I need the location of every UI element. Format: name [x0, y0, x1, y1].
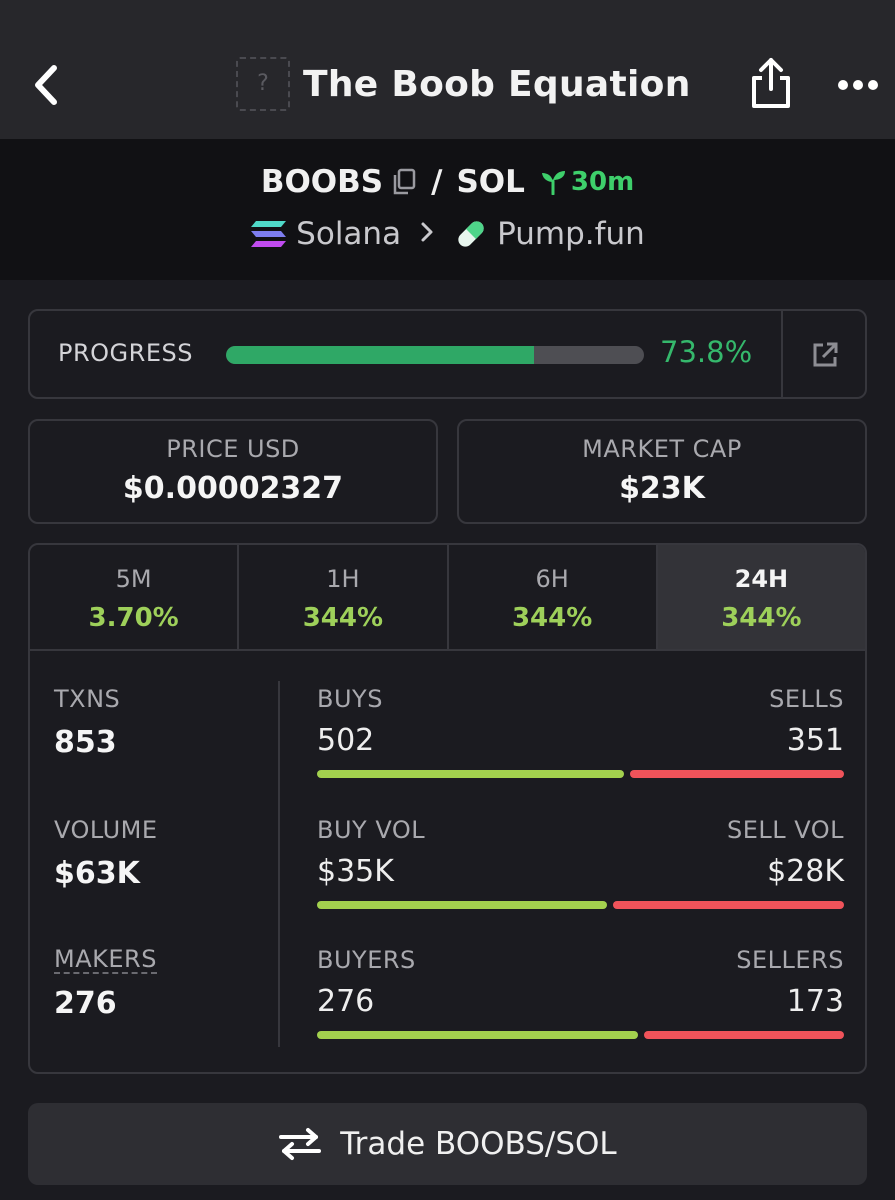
market-cap-label: MARKET CAP — [582, 435, 742, 463]
tab-change: 344% — [511, 603, 593, 633]
column-divider — [278, 681, 280, 1047]
buys-value: 502 — [317, 723, 375, 758]
volume-label: VOLUME — [54, 816, 158, 844]
sell-vol-label: SELL VOL — [726, 816, 844, 844]
volume-value: $63K — [54, 856, 140, 891]
sprout-icon — [541, 171, 565, 195]
base-token-symbol: BOOBS — [260, 164, 384, 200]
makers-bar — [317, 1031, 844, 1039]
sellers-bar — [644, 1031, 844, 1039]
sell-vol-value: $28K — [767, 854, 844, 889]
pair-header: BOOBS / SOL 30m Solana — [0, 139, 895, 280]
sellers-label: SELLERS — [736, 946, 844, 974]
tab-label: 5M — [115, 565, 152, 593]
quote-token-symbol: SOL — [456, 164, 525, 200]
tab-1h[interactable]: 1H 344% — [239, 545, 449, 649]
sellers-value: 173 — [786, 984, 844, 1019]
token-logo-placeholder: ? — [236, 57, 290, 111]
timeframe-tabs: 5M 3.70% 1H 344% 6H 344% 24H 344% — [30, 545, 865, 651]
top-bar: ? The Boob Equation — [0, 0, 895, 139]
sells-bar — [629, 770, 844, 778]
price-value: $0.00002327 — [122, 471, 344, 506]
page-title: The Boob Equation — [303, 64, 691, 105]
swap-arrows-icon — [279, 1128, 322, 1160]
makers-value: 276 — [54, 986, 117, 1021]
makers-split: BUYERS SELLERS 276 173 — [317, 946, 844, 1039]
buy-vol-value: $35K — [317, 854, 394, 889]
chain-name: Solana — [296, 216, 402, 252]
volume-metric: VOLUME $63K — [54, 816, 158, 891]
buy-vol-label: BUY VOL — [317, 816, 426, 844]
pair-separator: / — [431, 164, 443, 200]
tab-change: 344% — [302, 603, 384, 633]
tab-change: 344% — [721, 603, 802, 633]
txns-label: TXNS — [54, 685, 121, 713]
buys-bar — [317, 770, 624, 778]
tab-label: 1H — [326, 565, 360, 593]
buyers-bar — [317, 1031, 639, 1039]
price-label: PRICE USD — [166, 435, 300, 463]
progress-bar-fill — [226, 346, 535, 364]
open-external-button[interactable] — [781, 311, 867, 397]
price-usd-card: PRICE USD $0.00002327 — [28, 419, 438, 524]
tab-6h[interactable]: 6H 344% — [449, 545, 658, 649]
more-options-button[interactable] — [836, 70, 880, 100]
tab-change: 3.70% — [88, 603, 179, 633]
market-cap-card: MARKET CAP $23K — [457, 419, 867, 524]
chain-link[interactable]: Solana — [250, 216, 401, 252]
chevron-right-icon — [419, 216, 435, 252]
trade-button[interactable]: Trade BOOBS/SOL — [28, 1103, 867, 1185]
progress-bar — [226, 346, 644, 364]
external-link-icon — [813, 342, 838, 367]
buys-sells-split: BUYS SELLS 502 351 — [317, 685, 844, 778]
back-button[interactable] — [26, 58, 70, 112]
txns-metric: TXNS 853 — [54, 685, 120, 760]
sell-vol-bar — [613, 901, 844, 909]
chain-dex-line: Solana Pump.fun — [0, 211, 895, 257]
volume-bar — [317, 901, 844, 909]
dex-link[interactable]: Pump.fun — [453, 216, 645, 252]
buys-sells-bar — [317, 770, 844, 778]
stats-card: 5M 3.70% 1H 344% 6H 344% 24H 344% TXNS 8… — [28, 543, 867, 1074]
more-horizontal-icon — [838, 80, 878, 90]
makers-label[interactable]: MAKERS — [54, 945, 157, 974]
copy-icon — [393, 168, 416, 195]
solana-icon — [251, 221, 287, 247]
bonding-progress-card: PROGRESS 73.8% — [28, 309, 867, 399]
copy-address-button[interactable] — [391, 168, 417, 196]
progress-label: PROGRESS — [58, 339, 193, 367]
pair-age: 30m — [539, 167, 634, 197]
sells-value: 351 — [786, 723, 844, 758]
trade-button-label: Trade BOOBS/SOL — [340, 1126, 617, 1162]
pair-name-line: BOOBS / SOL 30m — [0, 159, 895, 205]
pair-age-text: 30m — [570, 167, 635, 197]
share-icon — [752, 58, 790, 108]
buyers-value: 276 — [317, 984, 375, 1019]
tab-label: 6H — [535, 565, 569, 593]
tab-5m[interactable]: 5M 3.70% — [30, 545, 240, 649]
volume-split: BUY VOL SELL VOL $35K $28K — [317, 816, 844, 909]
market-cap-value: $23K — [619, 471, 705, 506]
buyers-label: BUYERS — [317, 946, 416, 974]
tab-24h[interactable]: 24H 344% — [657, 545, 865, 649]
txns-value: 853 — [54, 725, 117, 760]
share-button[interactable] — [748, 56, 794, 112]
makers-metric: MAKERS 276 — [54, 946, 157, 1021]
buys-label: BUYS — [317, 685, 383, 713]
chevron-left-icon — [35, 65, 57, 105]
progress-percent: 73.8% — [660, 335, 753, 369]
sells-label: SELLS — [769, 685, 844, 713]
pill-icon — [458, 221, 484, 247]
tab-label: 24H — [734, 565, 789, 593]
buy-vol-bar — [317, 901, 607, 909]
dex-name: Pump.fun — [497, 216, 645, 252]
